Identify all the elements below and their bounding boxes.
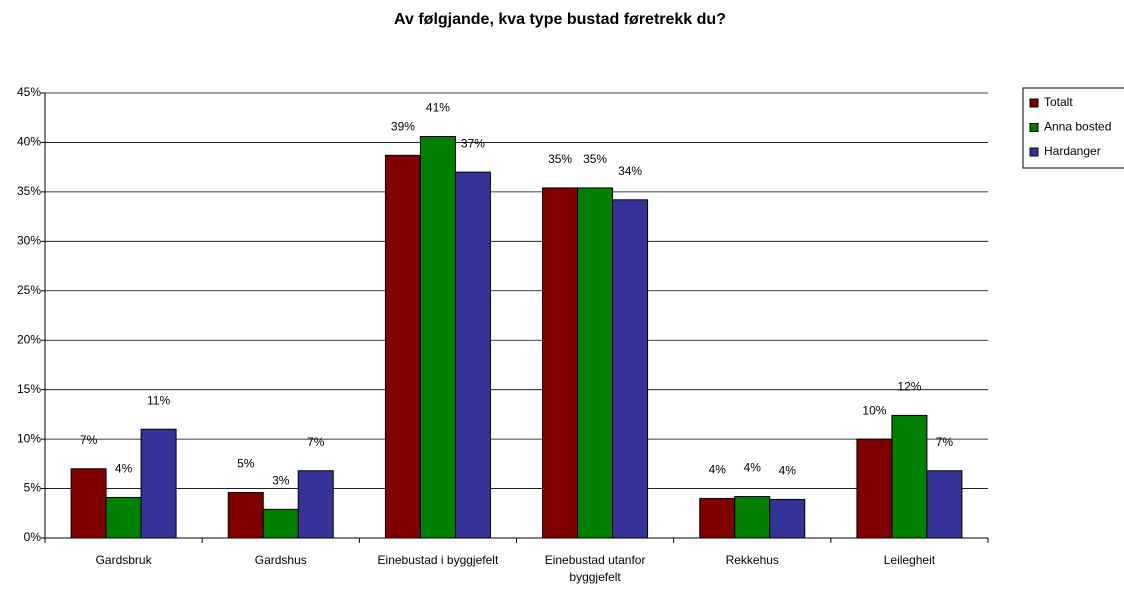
x-tick-label: Einebustad i byggjefelt — [377, 553, 499, 567]
bar — [419, 136, 456, 539]
data-label: 41% — [426, 101, 450, 115]
bar — [856, 438, 893, 539]
x-tick-label: Gardshus — [254, 553, 307, 567]
y-tick-label: 15% — [17, 382, 41, 396]
data-label: 34% — [618, 164, 642, 178]
data-label: 7% — [307, 435, 325, 449]
data-label: 35% — [583, 152, 607, 166]
bar — [70, 468, 107, 539]
bar — [769, 498, 806, 539]
y-tick-label: 0% — [24, 530, 42, 544]
y-tick-label: 20% — [17, 332, 41, 346]
bar — [105, 496, 142, 539]
y-tick-label: 40% — [17, 135, 41, 149]
data-label: 4% — [709, 463, 727, 477]
legend-label: Totalt — [1044, 95, 1073, 109]
bar — [140, 428, 177, 539]
bar — [891, 414, 928, 539]
bar — [734, 495, 771, 539]
data-label: 7% — [936, 435, 954, 449]
data-label: 7% — [80, 433, 98, 447]
bar — [384, 154, 421, 539]
data-label: 12% — [897, 380, 921, 394]
bar — [262, 508, 299, 539]
y-tick-label: 30% — [17, 234, 41, 248]
data-label: 11% — [147, 393, 170, 407]
data-label: 10% — [862, 403, 886, 417]
y-tick-label: 5% — [24, 481, 42, 495]
data-label: 37% — [461, 136, 485, 150]
data-label: 35% — [548, 152, 572, 166]
y-tick-label: 35% — [17, 184, 41, 198]
legend-label: Anna bosted — [1044, 120, 1111, 134]
data-label: 3% — [272, 473, 290, 487]
data-label: 5% — [237, 457, 255, 471]
bar — [297, 470, 334, 539]
legend-marker — [1029, 147, 1039, 157]
bar — [612, 199, 649, 539]
bar — [926, 470, 963, 539]
bar — [454, 171, 491, 539]
data-label: 4% — [744, 461, 762, 475]
y-tick-label: 45% — [17, 85, 41, 99]
x-tick-label: Rekkehus — [725, 553, 779, 567]
legend-marker — [1029, 123, 1039, 132]
legend-box — [1022, 87, 1124, 169]
bar — [227, 492, 264, 539]
x-tick-label: Leilegheit — [883, 553, 936, 567]
y-tick-label: 10% — [17, 431, 41, 445]
legend-label: Hardanger — [1044, 144, 1101, 158]
legend-marker — [1029, 98, 1039, 108]
chart-title: Av følgjande, kva type bustad føretrekk … — [394, 11, 726, 28]
y-tick-label: 25% — [17, 283, 41, 297]
data-label: 4% — [779, 464, 797, 478]
data-label: 4% — [115, 462, 133, 476]
bar — [577, 187, 614, 539]
bar — [699, 497, 736, 539]
x-tick-label: Einebustad utanfor byggjefelt — [544, 553, 646, 584]
x-tick-label: Gardsbruk — [95, 553, 152, 567]
bar — [542, 187, 579, 539]
data-label: 39% — [391, 119, 415, 133]
